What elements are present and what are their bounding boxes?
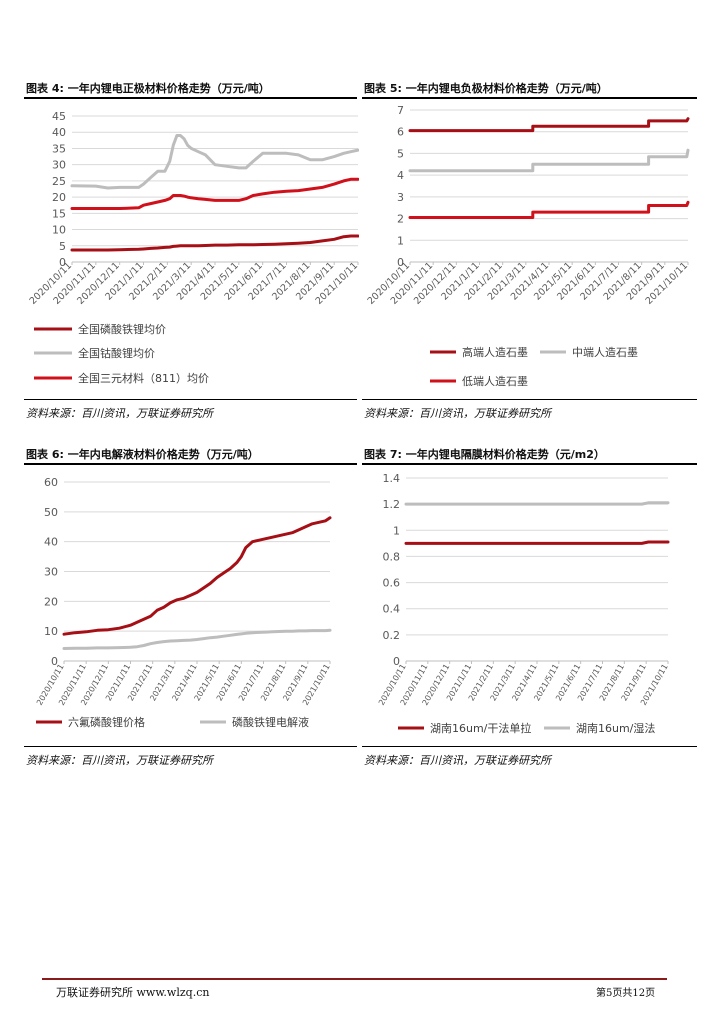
y-tick-label: 40 bbox=[44, 536, 58, 549]
series-line-1 bbox=[70, 234, 359, 252]
chart-4-svg: 0510152025303540452020/10/112020/11/1120… bbox=[28, 110, 359, 385]
y-tick-label: 30 bbox=[44, 566, 58, 579]
legend-label-2: 磷酸铁锂电解液 bbox=[232, 715, 309, 729]
y-tick-label: 15 bbox=[52, 207, 66, 220]
y-tick-label: 1.2 bbox=[383, 498, 401, 511]
y-tick-label: 0 bbox=[51, 655, 58, 668]
page-number: 第5页共12页 bbox=[596, 988, 656, 999]
series-line-2 bbox=[408, 148, 690, 173]
y-tick-label: 6 bbox=[397, 126, 404, 139]
series-line-1 bbox=[408, 117, 690, 133]
series-line-1 bbox=[62, 516, 332, 636]
y-tick-label: 10 bbox=[52, 224, 66, 237]
y-tick-label: 0 bbox=[59, 256, 66, 269]
y-tick-label: 1 bbox=[393, 524, 400, 537]
legend-label-1: 湖南16um/干法单拉 bbox=[430, 721, 531, 735]
chart-6-title: 图表 6: 一年内电解液材料价格走势（万元/吨） bbox=[26, 448, 259, 461]
y-tick-label: 45 bbox=[52, 110, 66, 123]
legend-label-1: 全国磷酸铁锂均价 bbox=[78, 322, 166, 336]
series-line-2 bbox=[70, 134, 359, 190]
legend-label-2: 全国钴酸锂均价 bbox=[78, 346, 155, 360]
y-tick-label: 0 bbox=[397, 256, 404, 269]
y-tick-label: 3 bbox=[397, 191, 404, 204]
y-tick-label: 30 bbox=[52, 159, 66, 172]
y-tick-label: 7 bbox=[397, 104, 404, 117]
y-tick-label: 60 bbox=[44, 476, 58, 489]
series-line-3 bbox=[408, 200, 690, 219]
y-tick-label: 2 bbox=[397, 213, 404, 226]
footer-divider bbox=[42, 978, 667, 980]
chart-5-source: 资料来源：百川资讯，万联证券研究所 bbox=[364, 407, 551, 420]
y-tick-label: 0.8 bbox=[383, 550, 401, 563]
chart-6-svg: 01020304050602020/10/112020/11/112020/12… bbox=[35, 476, 332, 729]
series-line-3 bbox=[70, 177, 359, 210]
y-tick-label: 0.2 bbox=[383, 629, 401, 642]
y-tick-label: 40 bbox=[52, 126, 66, 139]
y-tick-label: 50 bbox=[44, 506, 58, 519]
series-line-1 bbox=[404, 540, 670, 545]
legend-label-1: 六氟磷酸锂价格 bbox=[68, 715, 145, 729]
chart-7-svg: 00.20.40.60.811.21.42020/10/112020/11/11… bbox=[377, 472, 670, 735]
y-tick-label: 35 bbox=[52, 142, 66, 155]
legend-label-3: 低端人造石墨 bbox=[462, 374, 528, 388]
y-tick-label: 10 bbox=[44, 625, 58, 638]
chart-5-svg: 012345672020/10/112020/11/112020/12/1120… bbox=[366, 104, 691, 388]
series-line-2 bbox=[62, 628, 332, 650]
chart-4-source: 资料来源：百川资讯，万联证券研究所 bbox=[26, 407, 213, 420]
y-tick-label: 1 bbox=[397, 234, 404, 247]
y-tick-label: 20 bbox=[52, 191, 66, 204]
y-tick-label: 0.4 bbox=[383, 603, 401, 616]
y-tick-label: 5 bbox=[397, 147, 404, 160]
y-tick-label: 25 bbox=[52, 175, 66, 188]
chart-7-source: 资料来源：百川资讯，万联证券研究所 bbox=[364, 754, 551, 767]
y-tick-label: 0.6 bbox=[383, 577, 401, 590]
y-tick-label: 1.4 bbox=[383, 472, 401, 485]
legend-label-2: 湖南16um/湿法 bbox=[576, 721, 655, 735]
y-tick-label: 4 bbox=[397, 169, 404, 182]
chart-6-source: 资料来源：百川资讯，万联证券研究所 bbox=[26, 754, 213, 767]
legend-label-2: 中端人造石墨 bbox=[572, 345, 638, 359]
chart-4-title: 图表 4: 一年内锂电正极材料价格走势（万元/吨） bbox=[26, 82, 270, 95]
footer-left-text: 万联证券研究所 www.wlzq.cn bbox=[56, 986, 210, 999]
y-tick-label: 20 bbox=[44, 595, 58, 608]
chart-7-title: 图表 7: 一年内锂电隔膜材料价格走势（元/m2） bbox=[364, 448, 605, 461]
series-line-2 bbox=[404, 501, 670, 506]
y-tick-label: 5 bbox=[59, 240, 66, 253]
legend-label-3: 全国三元材料（811）均价 bbox=[78, 371, 209, 385]
y-tick-label: 0 bbox=[393, 655, 400, 668]
chart-5-title: 图表 5: 一年内锂电负极材料价格走势（万元/吨） bbox=[364, 82, 608, 95]
legend-label-1: 高端人造石墨 bbox=[462, 345, 528, 359]
